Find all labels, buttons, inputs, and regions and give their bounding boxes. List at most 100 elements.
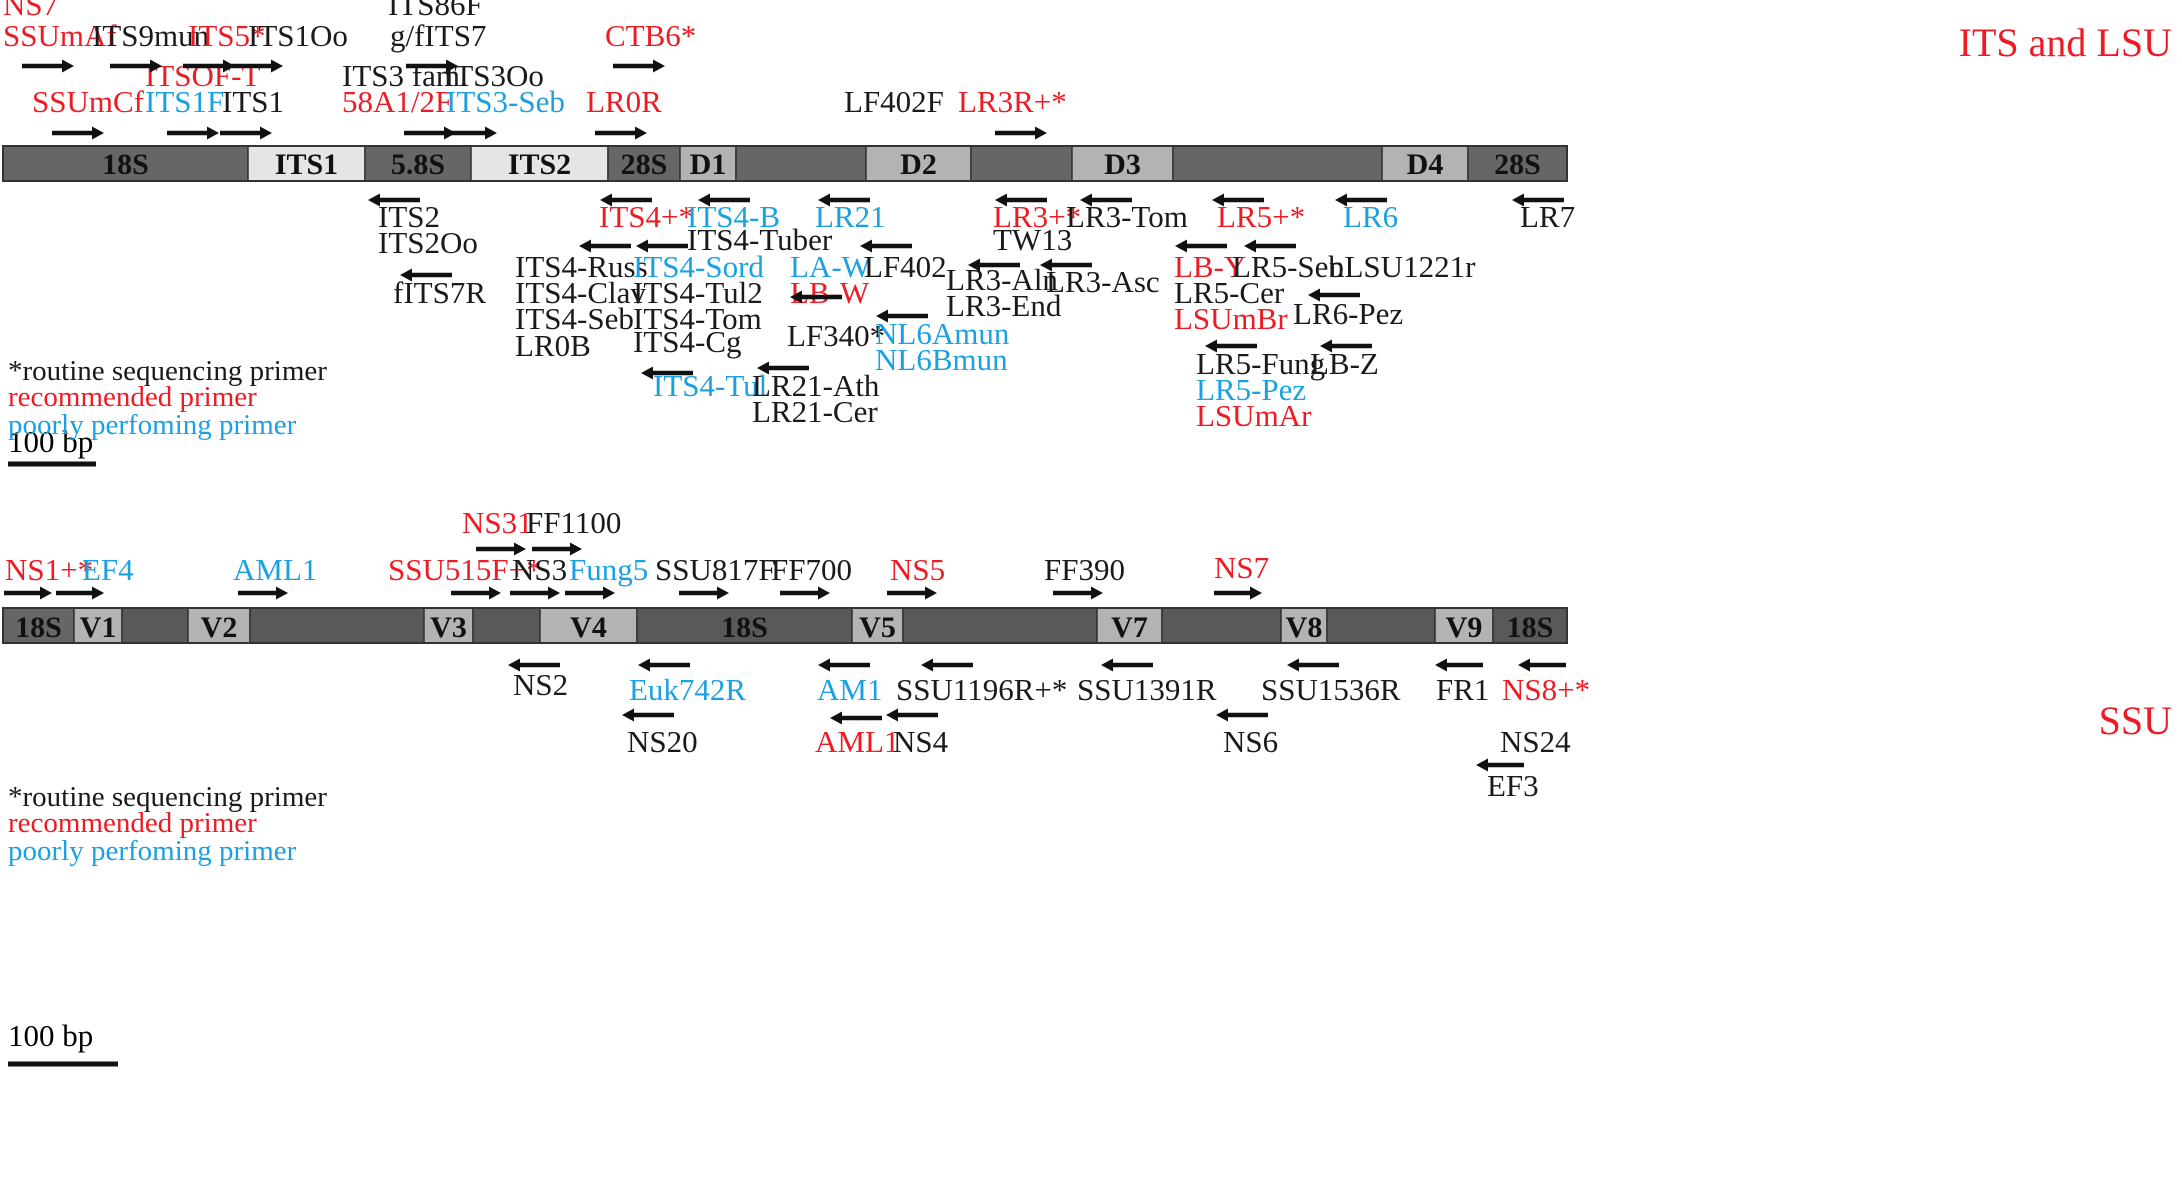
legend-item: recommended primer (8, 807, 257, 839)
primer-label-lf402f: LF402F (844, 84, 944, 119)
segment-label-18s: 18S (721, 611, 768, 644)
segment-label-v1: V1 (80, 611, 117, 644)
forward-primer-arrow-5 (167, 126, 219, 140)
primer-label-lr7: LR7 (1520, 199, 1575, 234)
primer-label-its4: ITS4+* (599, 199, 694, 234)
reverse-primer-arrow-4 (818, 193, 870, 207)
primer-label-ns31: NS31 (462, 505, 533, 540)
primer-label-its4-clav: ITS4-Clav (515, 275, 646, 310)
reverse-primer-arrow-14 (968, 258, 1020, 272)
primer-label-ns2: NS2 (513, 667, 568, 702)
forward-primer-arrow-0 (4, 586, 52, 600)
reverse-primer-arrow-16 (1212, 193, 1264, 207)
segment-spacer (249, 607, 425, 644)
reverse-primer-arrow-21 (1308, 288, 1360, 302)
primer-label-its2: ITS2 (378, 199, 440, 234)
segment-spacer (970, 145, 1073, 182)
its-lsu-scale-bar: 100 bp (8, 424, 96, 467)
primer-label-lr21-cer: LR21-Cer (752, 394, 878, 429)
primer-label-ns5: NS5 (890, 552, 945, 587)
primer-label-its4-tom: ITS4-Tom (633, 301, 762, 336)
primer-label-58a1-2f: 58A1/2F (342, 84, 452, 119)
reverse-primer-arrow-10 (641, 366, 693, 380)
primer-label-its1f: ITS1F (145, 84, 224, 119)
primer-label-ns20: NS20 (627, 724, 698, 759)
primer-label-ns7: NS7 (1214, 550, 1269, 585)
reverse-primer-arrow-7 (860, 239, 912, 253)
reverse-primer-arrow-11 (757, 361, 809, 375)
primer-label-g-fits7: g/fITS7 (390, 18, 486, 53)
forward-primer-arrow-9 (780, 586, 830, 600)
reverse-primer-arrow-0 (508, 658, 560, 672)
primer-label-lr3-tom: LR3-Tom (1066, 199, 1188, 234)
reverse-primer-arrow-5 (579, 239, 631, 253)
reverse-primer-arrow-7 (1101, 658, 1153, 672)
reverse-primer-arrow-1 (638, 658, 690, 672)
reverse-primer-arrow-22 (1205, 339, 1257, 353)
forward-primer-arrow-8 (679, 586, 729, 600)
primer-label-nlsu1221r: nLSU1221r (1329, 249, 1476, 284)
primer-label-lr5-seb: LR5-Seb (1232, 249, 1344, 284)
primer-label-lr21-ath: LR21-Ath (752, 368, 880, 403)
primer-label-lb-w: LB-W (790, 275, 870, 310)
its-lsu-primers: NS7SSUmAfITS9munITS5*ITS1OoITSOF-TSSUmCf… (3, 0, 1575, 433)
primer-label-euk742r: Euk742R (629, 672, 746, 707)
reverse-primer-arrow-11 (1518, 658, 1566, 672)
primer-label-ns8: NS8+* (1502, 672, 1590, 707)
primer-label-its2oo: ITS2Oo (378, 225, 478, 260)
forward-primer-arrow-4 (532, 542, 582, 556)
primer-label-its4-b: ITS4-B (687, 199, 780, 234)
reverse-primer-arrow-2 (600, 193, 652, 207)
segment-v2 (187, 607, 251, 644)
segment-spacer (1172, 145, 1383, 182)
reverse-primer-arrow-9 (876, 309, 928, 323)
forward-primer-arrow-11 (1053, 586, 1103, 600)
legend-item: poorly perfoming primer (8, 409, 297, 441)
segment-d1 (679, 145, 737, 182)
forward-primer-arrow-8 (404, 126, 456, 140)
primer-label-lr5-pez: LR5-Pez (1196, 372, 1306, 407)
primer-label-lr0b: LR0B (515, 328, 591, 363)
primer-label-ef3: EF3 (1487, 768, 1539, 803)
legend-item: poorly perfoming primer (8, 835, 297, 867)
primer-label-lr3r: LR3R+* (958, 84, 1067, 119)
primer-label-its4-sord: ITS4-Sord (633, 249, 764, 284)
segment-label-its2: ITS2 (508, 148, 571, 181)
ssu-gene-bar: 18S V1 V2 V3 V4 18S V5 V7 V8 V9 18S (2, 607, 1568, 644)
ssu-title: SSU (2099, 698, 2172, 743)
primer-label-its86f: ITS86F (388, 0, 483, 22)
reverse-primer-arrow-12 (995, 193, 1047, 207)
primer-label-its4-seb: ITS4-Seb (515, 301, 634, 336)
gene-bar-outline (2, 145, 1568, 182)
forward-primer-arrow-6 (510, 586, 560, 600)
primer-label-ns1: NS1+* (5, 552, 93, 587)
reverse-primer-arrow-1 (400, 268, 452, 282)
reverse-primer-arrow-17 (1335, 193, 1387, 207)
forward-primer-arrow-5 (451, 586, 501, 600)
reverse-primer-arrow-12 (1476, 758, 1524, 772)
reverse-primer-arrow-8 (790, 290, 842, 304)
primer-label-ssu1196r: SSU1196R+* (896, 672, 1067, 707)
scale-bar-label: 100 bp (8, 424, 93, 459)
primer-label-lr21: LR21 (815, 199, 886, 234)
primer-label-ns4: NS4 (893, 724, 949, 759)
forward-primer-arrow-10 (887, 586, 937, 600)
primer-label-its1oo: ITS1Oo (248, 18, 348, 53)
its-lsu-title: ITS and LSU (1959, 20, 2172, 65)
primer-label-tw13: TW13 (993, 222, 1072, 257)
primer-label-ff1100: FF1100 (526, 505, 621, 540)
forward-primer-arrow-1 (56, 586, 104, 600)
primer-label-aml1: AML1 (815, 724, 899, 759)
primer-label-ff390: FF390 (1044, 552, 1125, 587)
forward-primer-arrow-3 (231, 59, 283, 73)
segment-18s (636, 607, 853, 644)
primer-label-ns3: NS3 (512, 552, 567, 587)
reverse-primer-arrow-6 (636, 239, 688, 253)
forward-primer-arrow-12 (995, 126, 1047, 140)
primer-label-lb-y: LB-Y (1174, 249, 1246, 284)
reverse-primer-arrow-3 (698, 193, 750, 207)
reverse-primer-arrow-0 (368, 193, 420, 207)
primer-label-lr5-fung: LR5-Fung (1196, 346, 1325, 381)
